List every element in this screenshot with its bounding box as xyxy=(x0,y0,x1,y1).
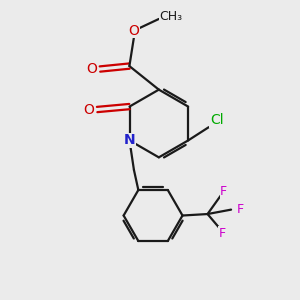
Text: O: O xyxy=(83,103,94,116)
Text: O: O xyxy=(128,24,139,38)
Text: O: O xyxy=(86,62,97,76)
Text: Cl: Cl xyxy=(210,113,224,127)
Text: CH₃: CH₃ xyxy=(160,10,183,22)
Text: N: N xyxy=(124,134,135,147)
Text: F: F xyxy=(220,185,227,199)
Text: F: F xyxy=(219,227,226,240)
Text: F: F xyxy=(236,203,244,216)
